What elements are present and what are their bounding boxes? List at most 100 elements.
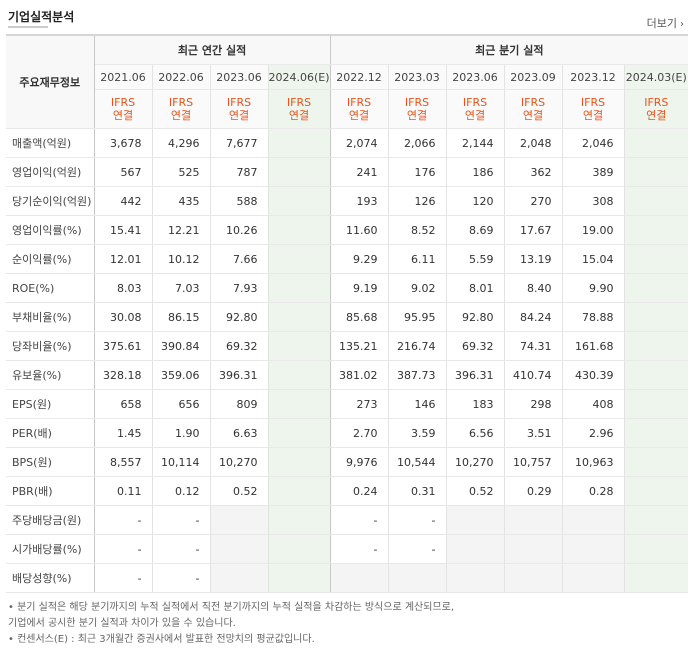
table-cell: 359.06 xyxy=(152,360,211,390)
table-cell: 10,114 xyxy=(152,447,211,477)
table-cell: - xyxy=(152,534,211,564)
chevron-right-icon: › xyxy=(680,19,684,30)
accounting-standard: IFRS 연결 xyxy=(562,89,625,129)
table-cell: 120 xyxy=(446,186,505,216)
row-label: EPS(원) xyxy=(6,389,95,419)
table-cell: 74.31 xyxy=(504,331,563,361)
table-cell: 408 xyxy=(562,389,625,419)
annual-group-header: 최근 연간 실적 xyxy=(94,34,331,65)
table-cell: 10,963 xyxy=(562,447,625,477)
financial-table: 주요재무정보 최근 연간 실적 최근 분기 실적 2021.06 2022.06 2… xyxy=(6,34,689,593)
table-cell: 17.67 xyxy=(504,215,563,245)
table-cell xyxy=(504,563,563,593)
table-cell: 7.66 xyxy=(210,244,269,274)
table-cell: 95.95 xyxy=(388,302,447,332)
table-cell: 525 xyxy=(152,157,211,187)
table-cell: 2,046 xyxy=(562,128,625,158)
table-cell xyxy=(624,157,689,187)
table-row: 순이익률(%) 12.01 10.12 7.66 9.29 6.11 5.59 13.19 15… xyxy=(6,244,689,274)
table-cell: 12.21 xyxy=(152,215,211,245)
table-cell: 7,677 xyxy=(210,128,269,158)
table-cell: 2,144 xyxy=(446,128,505,158)
table-cell xyxy=(268,563,331,593)
table-cell: 9.19 xyxy=(330,273,389,303)
standard-label: IFRS xyxy=(226,96,252,109)
table-row: 영업이익(억원) 567 525 787 241 176 186 362 389 xyxy=(6,157,689,187)
table-cell xyxy=(624,389,689,419)
period-header: 2024.06(E) xyxy=(268,64,331,90)
table-cell: 656 xyxy=(152,389,211,419)
table-row: EPS(원) 658 656 809 273 146 183 298 408 xyxy=(6,389,689,419)
table-cell xyxy=(624,563,689,593)
row-label: 영업이익(억원) xyxy=(6,157,95,187)
table-cell: - xyxy=(152,505,211,535)
table-cell xyxy=(268,476,331,506)
section-header: 기업실적분석 더보기 › xyxy=(0,0,694,34)
table-row: 주당배당금(원) - - - - xyxy=(6,505,689,535)
table-cell: 8.52 xyxy=(388,215,447,245)
table-cell: 2,048 xyxy=(504,128,563,158)
table-cell xyxy=(624,476,689,506)
table-cell: 0.29 xyxy=(504,476,563,506)
more-link[interactable]: 더보기 › xyxy=(647,15,684,31)
table-cell: 658 xyxy=(94,389,153,419)
table-cell: 19.00 xyxy=(562,215,625,245)
table-cell xyxy=(624,244,689,274)
table-cell: - xyxy=(330,534,389,564)
table-cell: 375.61 xyxy=(94,331,153,361)
table-cell: 0.28 xyxy=(562,476,625,506)
table-cell xyxy=(624,360,689,390)
basis-label: 연결 xyxy=(170,109,192,122)
table-cell: 193 xyxy=(330,186,389,216)
table-cell xyxy=(268,244,331,274)
table-cell: 7.03 xyxy=(152,273,211,303)
table-cell: 6.56 xyxy=(446,418,505,448)
accounting-standard: IFRS 연결 xyxy=(94,89,153,129)
table-body: 매출액(억원) 3,678 4,296 7,677 2,074 2,066 2,144 2,0… xyxy=(6,128,689,593)
table-cell: 216.74 xyxy=(388,331,447,361)
table-cell: 10,757 xyxy=(504,447,563,477)
table-row: 시가배당률(%) - - - - xyxy=(6,534,689,564)
table-cell: 567 xyxy=(94,157,153,187)
row-label: ROE(%) xyxy=(6,273,95,303)
table-cell xyxy=(268,505,331,535)
table-cell: 0.52 xyxy=(446,476,505,506)
table-row: 매출액(억원) 3,678 4,296 7,677 2,074 2,066 2,144 2,0… xyxy=(6,128,689,158)
table-cell: 8,557 xyxy=(94,447,153,477)
table-cell: 3.59 xyxy=(388,418,447,448)
footnote-line: • 컨센서스(E) : 최근 3개월간 증권사에서 발표한 전망치의 평균값입니… xyxy=(8,634,315,645)
table-cell: 410.74 xyxy=(504,360,563,390)
row-label: 시가배당률(%) xyxy=(6,534,95,564)
table-cell xyxy=(446,563,505,593)
accounting-standard: IFRS 연결 xyxy=(504,89,563,129)
table-cell xyxy=(624,505,689,535)
table-row: 영업이익률(%) 15.41 12.21 10.26 11.60 8.52 8.69 17.6… xyxy=(6,215,689,245)
table-cell xyxy=(268,128,331,158)
table-cell: 15.41 xyxy=(94,215,153,245)
table-cell xyxy=(268,418,331,448)
standard-label: IFRS xyxy=(520,96,546,109)
accounting-standard: IFRS 연결 xyxy=(624,89,689,129)
table-cell: 0.11 xyxy=(94,476,153,506)
table-cell: 381.02 xyxy=(330,360,389,390)
table-cell xyxy=(268,360,331,390)
basis-label: 연결 xyxy=(464,109,486,122)
table-cell xyxy=(210,534,269,564)
table-row: ROE(%) 8.03 7.03 7.93 9.19 9.02 8.01 8.40 9.90 xyxy=(6,273,689,303)
table-cell: 5.59 xyxy=(446,244,505,274)
table-cell: 1.45 xyxy=(94,418,153,448)
row-label: 주당배당금(원) xyxy=(6,505,95,535)
standard-label: IFRS xyxy=(644,96,669,109)
table-cell: 4,296 xyxy=(152,128,211,158)
table-cell: 442 xyxy=(94,186,153,216)
table-row: 유보율(%) 328.18 359.06 396.31 381.02 387.73 396.… xyxy=(6,360,689,390)
table-cell xyxy=(624,302,689,332)
table-cell: 809 xyxy=(210,389,269,419)
group-header-row: 주요재무정보 최근 연간 실적 최근 분기 실적 xyxy=(6,34,689,129)
period-header: 2023.06 xyxy=(446,64,505,90)
table-cell xyxy=(446,534,505,564)
table-cell: 430.39 xyxy=(562,360,625,390)
table-cell: 270 xyxy=(504,186,563,216)
table-cell xyxy=(268,302,331,332)
table-row: PBR(배) 0.11 0.12 0.52 0.24 0.31 0.52 0.29 0.28 xyxy=(6,476,689,506)
